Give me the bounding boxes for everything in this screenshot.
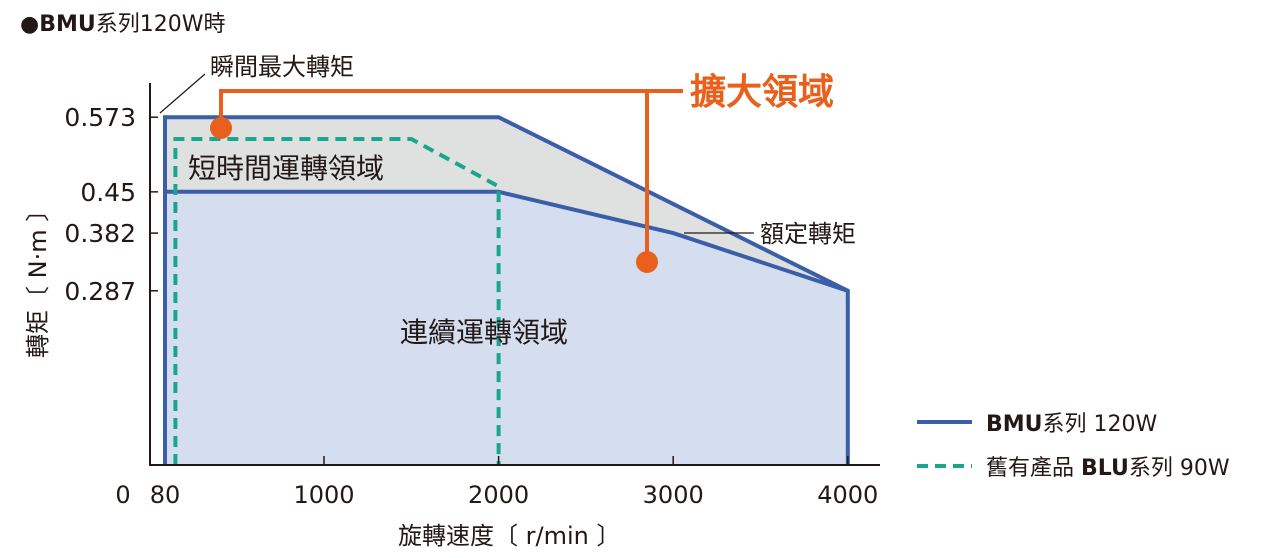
y-tick-label: 0.287: [64, 277, 136, 306]
x-tick-label: 0: [115, 481, 130, 509]
rated-torque-label: 額定轉矩: [760, 220, 856, 248]
series-line-2: [173, 137, 501, 465]
legend-label-bmu: BMU系列 120W: [986, 412, 1158, 437]
x-tick-labels: 0 80 1000 2000 3000 4000: [115, 481, 878, 509]
legend-bmu-rest: 系列 120W: [1043, 412, 1158, 437]
legend: BMU系列 120W 舊有產品 BLU系列 90W: [917, 412, 1230, 481]
series-layer: [163, 115, 850, 465]
x-tick-label: 80: [150, 481, 181, 509]
expanded-region-marker-right: [636, 251, 658, 273]
y-tick-label: 0.45: [80, 178, 136, 207]
legend-blu-rest: 系列 90W: [1129, 456, 1230, 481]
y-tick-marks: [150, 116, 158, 292]
expanded-region-bracket: [219, 89, 683, 262]
series-line-1: [165, 189, 849, 293]
series-line-0: [163, 115, 850, 465]
chart-title: ●BMU系列120W時: [20, 12, 225, 37]
chart-title-bold: ●BMU: [20, 12, 96, 37]
short-time-region-label: 短時間運轉領域: [188, 152, 384, 185]
y-tick-label: 0.573: [64, 103, 136, 132]
short-time-region: [165, 117, 848, 291]
x-tick-label: 4000: [817, 481, 878, 509]
x-tick-marks: [323, 456, 849, 465]
y-tick-labels: 0.573 0.45 0.382 0.287: [64, 103, 136, 306]
x-axis-title: 旋轉速度〔 r/min 〕: [398, 522, 620, 550]
peak-torque-leader: [159, 73, 206, 114]
legend-label-blu: 舊有產品 BLU系列 90W: [986, 456, 1230, 481]
x-tick-label: 3000: [643, 481, 704, 509]
expanded-region-label: 擴大領域: [690, 71, 834, 113]
chart-title-rest: 系列120W時: [96, 12, 226, 37]
legend-blu-prefix: 舊有產品: [986, 456, 1081, 481]
legend-blu-bold: BLU: [1081, 456, 1129, 481]
continuous-region: [165, 191, 848, 466]
peak-torque-label: 瞬間最大轉矩: [210, 53, 354, 81]
continuous-region-label: 連續運轉領域: [400, 316, 568, 349]
expanded-region-marker-left: [210, 117, 232, 139]
x-tick-label: 1000: [293, 481, 354, 509]
y-axis-title: 轉矩〔 N·m 〕: [24, 198, 52, 358]
legend-bmu-bold: BMU: [986, 412, 1043, 437]
y-tick-label: 0.382: [64, 219, 136, 248]
x-tick-label: 2000: [468, 481, 529, 509]
